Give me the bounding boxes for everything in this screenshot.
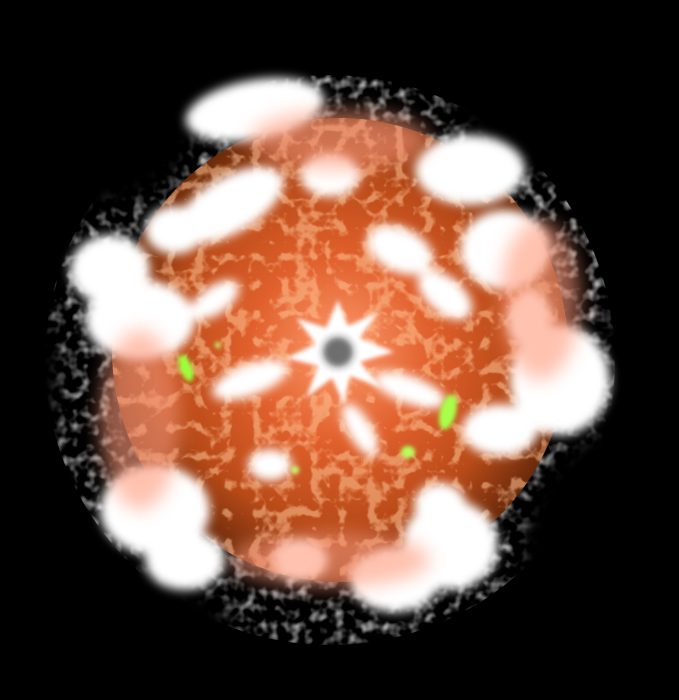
explosion-graphic [0, 0, 679, 700]
explosion-canvas [0, 0, 679, 700]
